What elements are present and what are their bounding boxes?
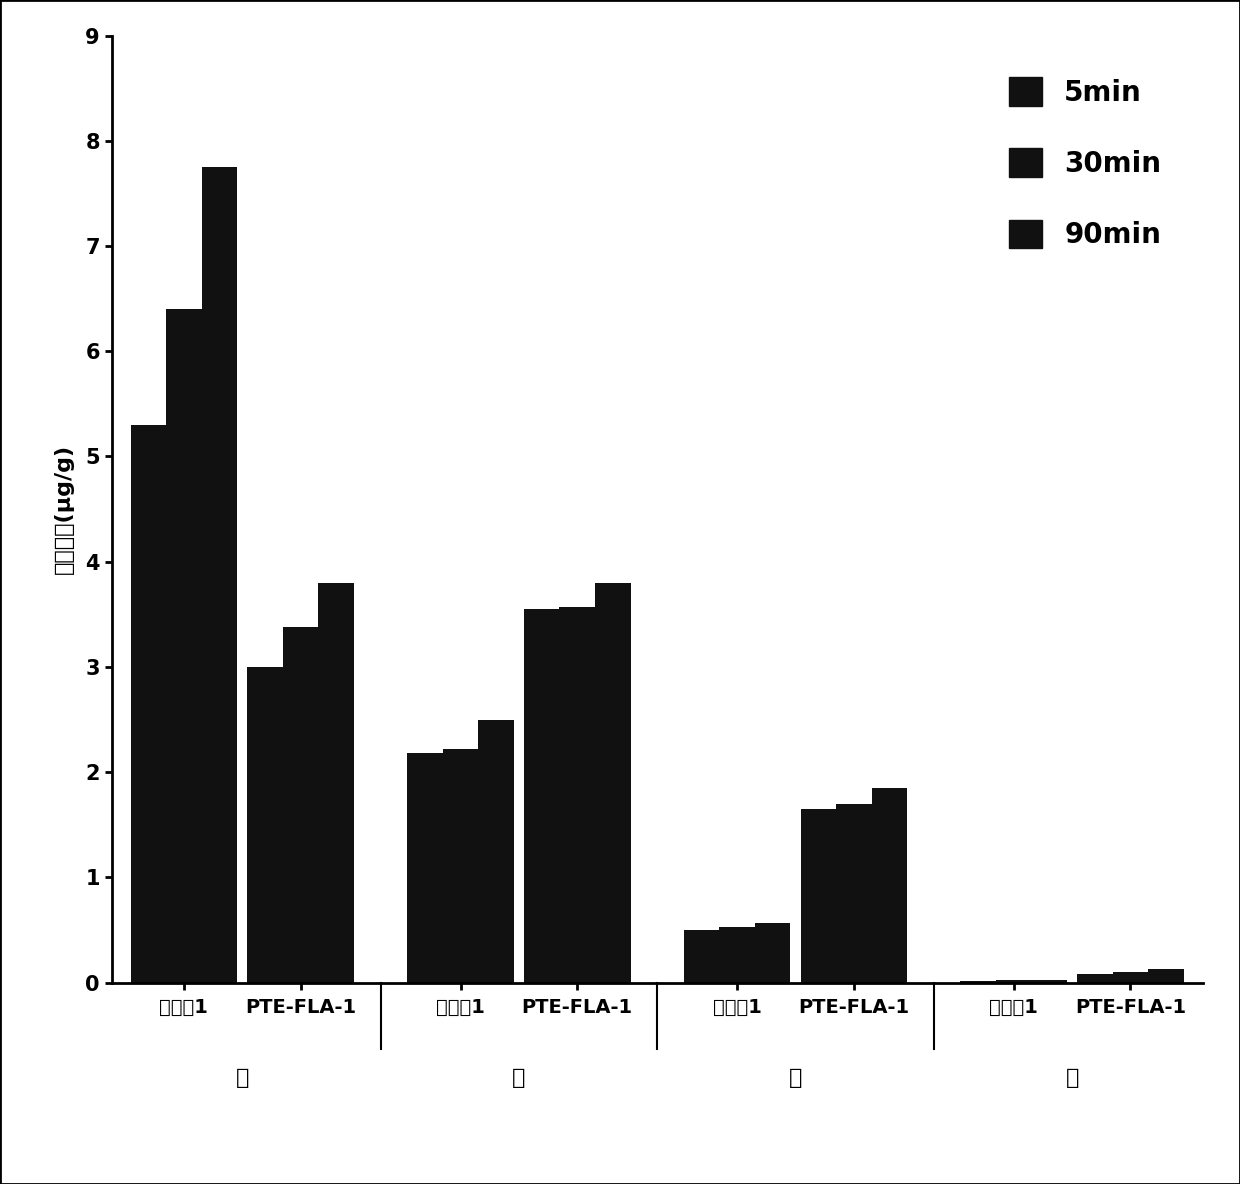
Bar — [1078, 974, 1112, 983]
Bar — [961, 980, 996, 983]
Bar — [872, 789, 908, 983]
Bar — [247, 667, 283, 983]
Bar — [319, 583, 353, 983]
Bar — [479, 720, 513, 983]
Bar — [836, 804, 872, 983]
Bar — [996, 979, 1032, 983]
Bar — [559, 607, 595, 983]
Text: 肆: 肆 — [789, 1068, 802, 1088]
Bar — [443, 749, 479, 983]
Bar — [1032, 979, 1068, 983]
Bar — [130, 425, 166, 983]
Bar — [595, 583, 631, 983]
Bar — [166, 309, 202, 983]
Bar — [283, 628, 319, 983]
Text: 心: 心 — [236, 1068, 249, 1088]
Bar — [1148, 969, 1184, 983]
Bar — [719, 927, 755, 983]
Bar — [407, 753, 443, 983]
Y-axis label: 组织浓度(μg/g): 组织浓度(μg/g) — [55, 444, 74, 574]
Bar — [755, 922, 790, 983]
Text: 脾: 脾 — [1065, 1068, 1079, 1088]
Bar — [1112, 972, 1148, 983]
Bar — [683, 931, 719, 983]
Legend: 5min, 30min, 90min: 5min, 30min, 90min — [981, 50, 1189, 277]
Bar — [525, 609, 559, 983]
Bar — [202, 167, 237, 983]
Text: 肝: 肝 — [512, 1068, 526, 1088]
Bar — [801, 809, 836, 983]
